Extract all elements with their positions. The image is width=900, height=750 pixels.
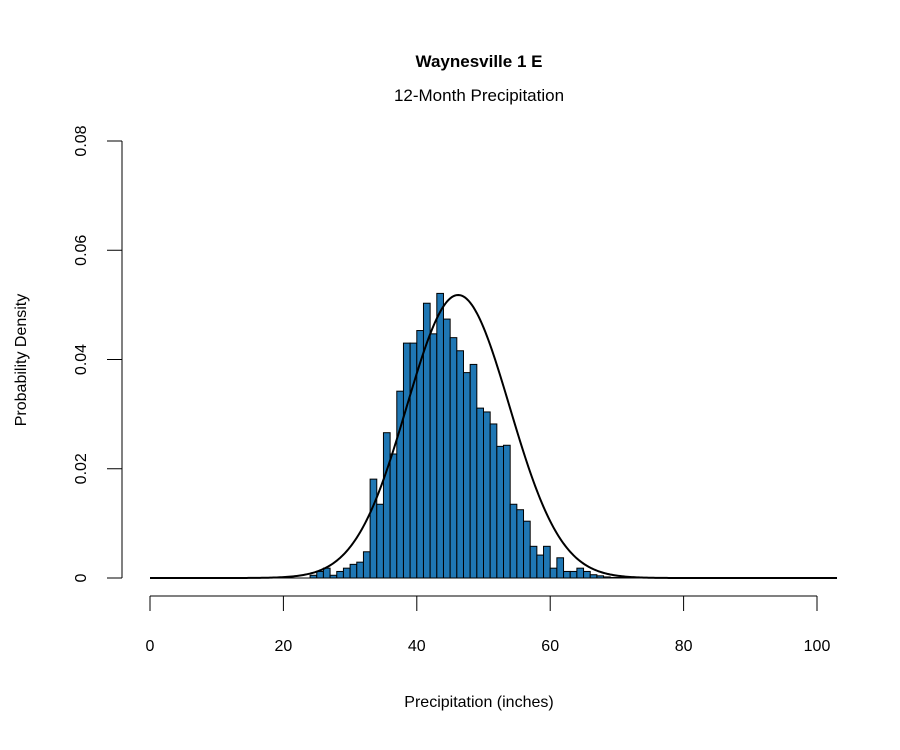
histogram-bar (529, 545, 538, 579)
histogram-bar (442, 318, 451, 579)
chart-subtitle: 12-Month Precipitation (393, 86, 565, 105)
histogram-bar (523, 520, 531, 579)
histogram-bar (456, 350, 464, 579)
y-tick-label: 0.08 (73, 125, 90, 156)
histogram-bar (376, 503, 384, 579)
histogram-bar (362, 551, 371, 579)
histogram-bar (462, 372, 471, 579)
chart-title: Waynesville 1 E (415, 52, 543, 71)
y-axis: 0 0.02 0.04 0.06 0.08 (73, 125, 123, 582)
histogram-bar (469, 363, 478, 579)
histogram-bar (356, 561, 364, 579)
histogram-bar (543, 545, 551, 579)
y-tick-label: 0 (73, 573, 90, 582)
histogram-bar (489, 423, 498, 579)
histogram-bar (569, 570, 578, 579)
histogram-bar (349, 563, 358, 579)
histogram-bar (583, 570, 591, 579)
histogram-bar (342, 567, 351, 579)
y-tick-label: 0.06 (73, 235, 90, 266)
histogram-bar (509, 503, 518, 579)
histogram-bar (316, 570, 324, 579)
histogram-bar (516, 509, 525, 579)
histogram-bar (496, 445, 505, 579)
histogram-bar (336, 570, 344, 579)
x-tick-label: 80 (675, 638, 693, 655)
histogram-bar (436, 292, 444, 579)
x-tick-label: 20 (275, 638, 293, 655)
histogram-bar (369, 478, 378, 579)
y-tick-label: 0.02 (73, 453, 90, 484)
histogram-bars (309, 292, 631, 579)
histogram-bar (382, 432, 391, 579)
histogram-bar (536, 554, 545, 579)
histogram-bar (429, 333, 438, 579)
histogram-bar (322, 567, 331, 579)
histogram-bar (483, 411, 491, 579)
histogram-bar (503, 444, 511, 579)
x-axis: 0 20 40 60 80 100 (146, 595, 831, 655)
x-tick-label: 0 (146, 638, 155, 655)
x-tick-label: 100 (804, 638, 831, 655)
histogram-bar (556, 557, 565, 579)
histogram-bar (576, 567, 585, 579)
histogram-bar (389, 453, 398, 579)
x-tick-label: 60 (541, 638, 559, 655)
histogram-bar (402, 342, 411, 579)
histogram-bar (476, 407, 484, 579)
x-axis-label: Precipitation (inches) (404, 694, 554, 711)
y-tick-label: 0.04 (73, 344, 90, 375)
histogram-bar (549, 567, 558, 579)
histogram-bar (449, 337, 458, 579)
x-tick-label: 40 (408, 638, 426, 655)
histogram-bar (563, 570, 571, 579)
